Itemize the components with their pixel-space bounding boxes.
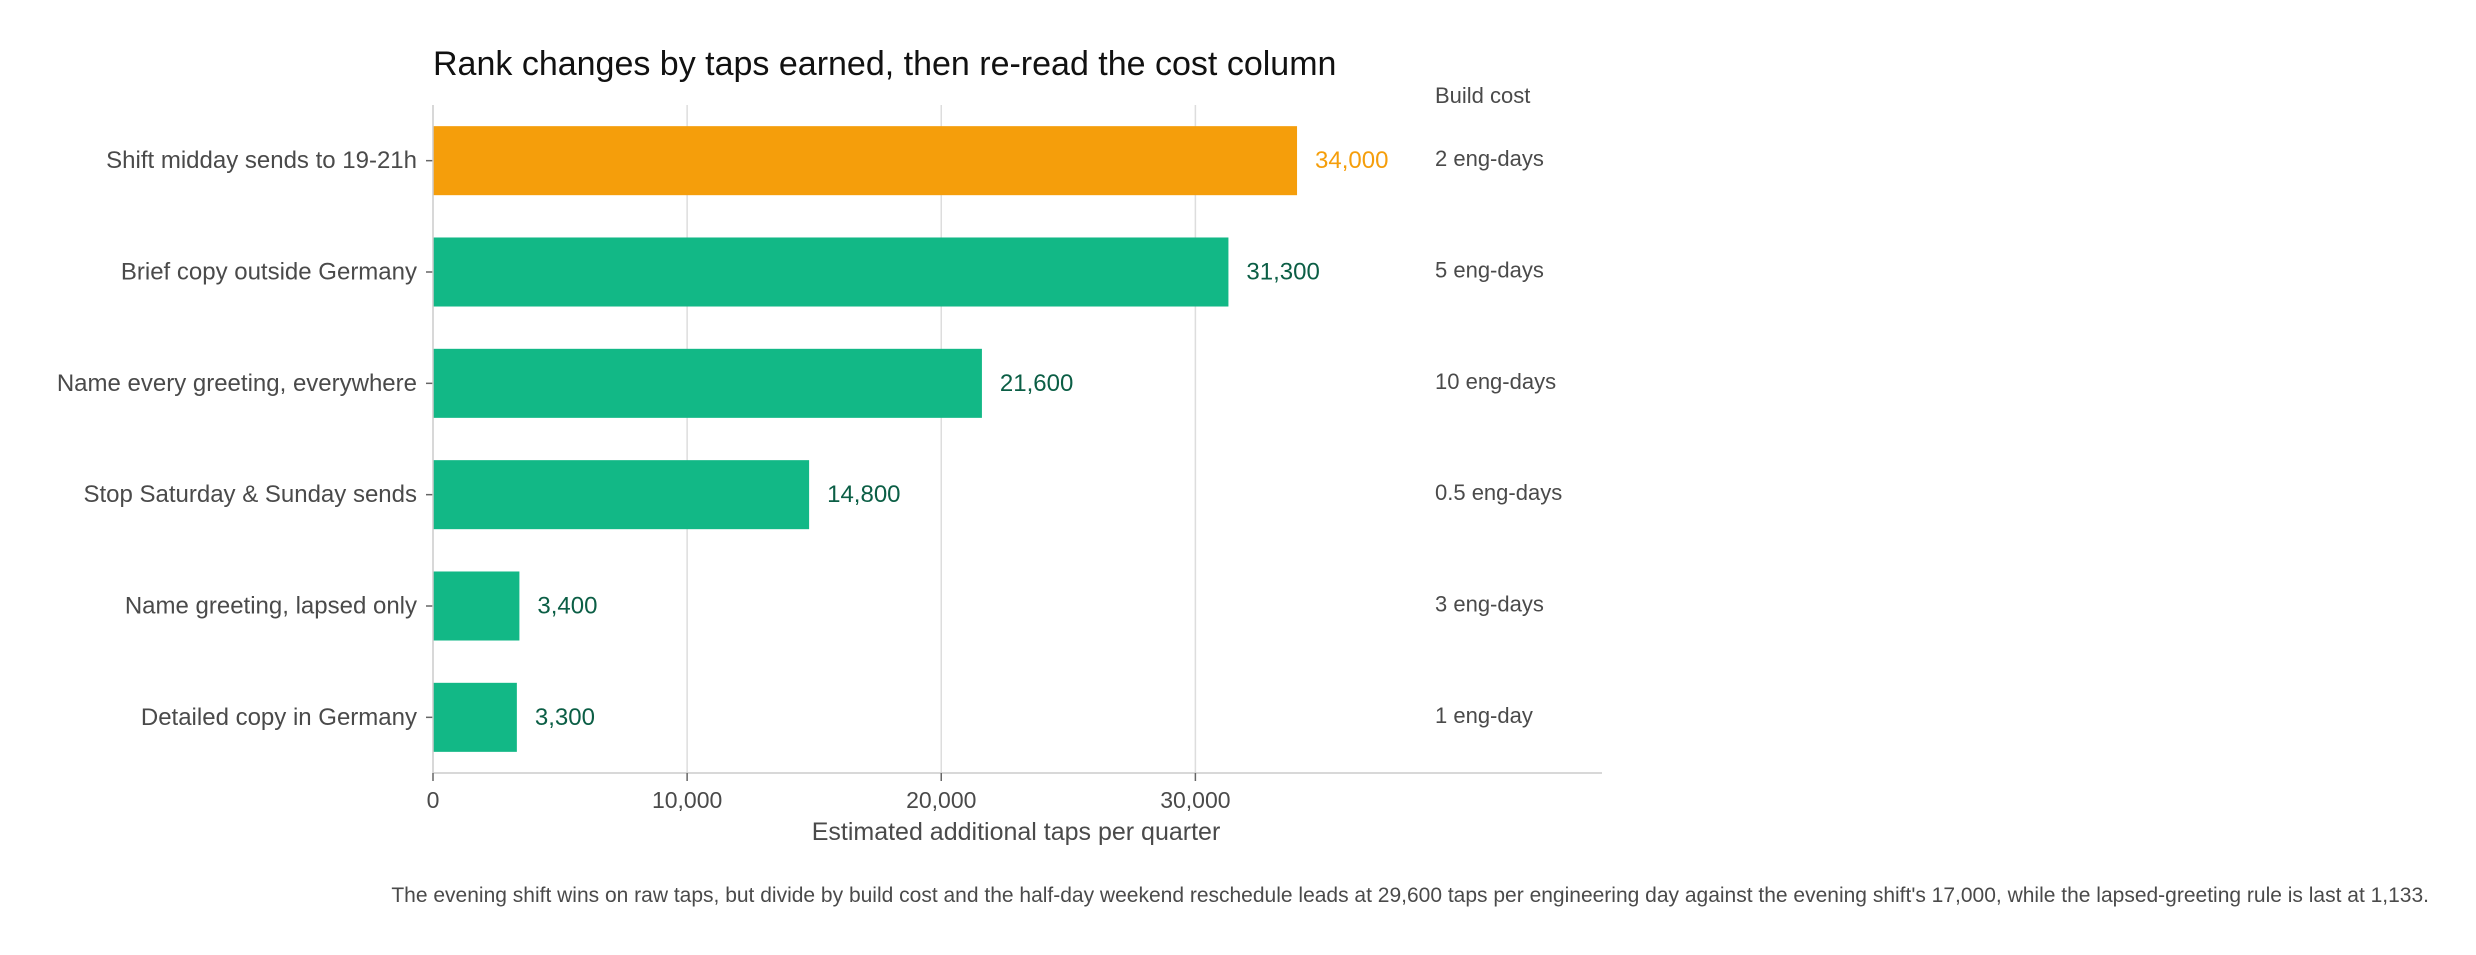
value-label: 3,300 xyxy=(535,704,595,731)
bar xyxy=(433,460,810,530)
value-label: 3,400 xyxy=(537,593,597,620)
axes xyxy=(426,105,1602,781)
labels: Shift midday sends to 19-21h 34,000 2 eng-… xyxy=(57,146,1562,813)
category-label: Stop Saturday & Sunday sends xyxy=(83,481,417,508)
cost-label: 2 eng-days xyxy=(1435,146,1544,171)
category-label: Brief copy outside Germany xyxy=(121,259,417,286)
cost-column-header: Build cost xyxy=(1435,83,1530,108)
x-tick-label: 10,000 xyxy=(652,787,722,813)
category-label: Name every greeting, everywhere xyxy=(57,370,417,397)
value-label: 34,000 xyxy=(1315,147,1388,174)
bar xyxy=(433,348,982,418)
value-label: 31,300 xyxy=(1246,259,1319,286)
category-label: Detailed copy in Germany xyxy=(141,704,417,731)
category-label: Name greeting, lapsed only xyxy=(125,593,417,620)
value-label: 21,600 xyxy=(1000,370,1073,397)
gridlines xyxy=(686,105,1197,773)
bar xyxy=(433,126,1298,196)
x-tick-label: 30,000 xyxy=(1160,787,1230,813)
cost-label: 5 eng-days xyxy=(1435,258,1544,283)
bar xyxy=(433,237,1229,307)
bar xyxy=(433,571,520,641)
bars xyxy=(433,126,1298,752)
cost-label: 3 eng-days xyxy=(1435,592,1544,617)
cost-label: 0.5 eng-days xyxy=(1435,480,1562,505)
bar xyxy=(433,682,517,752)
chart-title: Rank changes by taps earned, then re-rea… xyxy=(433,45,1336,83)
x-tick-label: 0 xyxy=(427,787,440,813)
cost-label: 10 eng-days xyxy=(1435,369,1556,394)
value-label: 14,800 xyxy=(827,481,900,508)
x-axis-title: Estimated additional taps per quarter xyxy=(812,818,1221,846)
category-label: Shift midday sends to 19-21h xyxy=(106,147,417,174)
x-tick-label: 20,000 xyxy=(906,787,976,813)
footnote: The evening shift wins on raw taps, but … xyxy=(391,884,2429,907)
cost-label: 1 eng-day xyxy=(1435,703,1533,728)
